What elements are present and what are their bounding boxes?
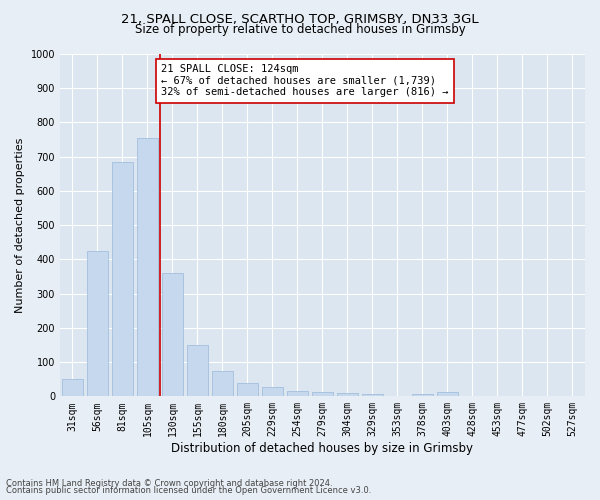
Text: Size of property relative to detached houses in Grimsby: Size of property relative to detached ho… bbox=[134, 22, 466, 36]
Bar bbox=[287, 391, 308, 396]
Bar bbox=[137, 138, 158, 396]
Text: Contains HM Land Registry data © Crown copyright and database right 2024.: Contains HM Land Registry data © Crown c… bbox=[6, 478, 332, 488]
Bar bbox=[337, 393, 358, 396]
Bar bbox=[237, 382, 258, 396]
Bar bbox=[362, 394, 383, 396]
Bar bbox=[212, 370, 233, 396]
Bar bbox=[262, 386, 283, 396]
Bar bbox=[412, 394, 433, 396]
Bar bbox=[62, 379, 83, 396]
Text: 21, SPALL CLOSE, SCARTHO TOP, GRIMSBY, DN33 3GL: 21, SPALL CLOSE, SCARTHO TOP, GRIMSBY, D… bbox=[121, 12, 479, 26]
X-axis label: Distribution of detached houses by size in Grimsby: Distribution of detached houses by size … bbox=[172, 442, 473, 455]
Text: Contains public sector information licensed under the Open Government Licence v3: Contains public sector information licen… bbox=[6, 486, 371, 495]
Text: 21 SPALL CLOSE: 124sqm
← 67% of detached houses are smaller (1,739)
32% of semi-: 21 SPALL CLOSE: 124sqm ← 67% of detached… bbox=[161, 64, 449, 98]
Y-axis label: Number of detached properties: Number of detached properties bbox=[15, 138, 25, 313]
Bar bbox=[112, 162, 133, 396]
Bar bbox=[87, 251, 108, 396]
Bar bbox=[312, 392, 333, 396]
Bar bbox=[162, 273, 183, 396]
Bar bbox=[187, 345, 208, 397]
Bar bbox=[437, 392, 458, 396]
